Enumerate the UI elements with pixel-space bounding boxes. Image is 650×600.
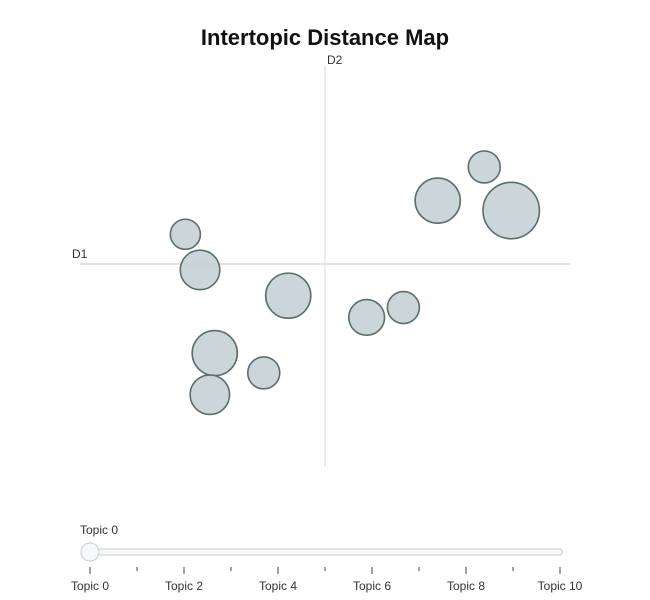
slider-tick-label[interactable]: Topic 2	[165, 579, 203, 593]
topic-bubble-8[interactable]: Topic 8	[414, 177, 462, 225]
slider-tick-label[interactable]: Topic 0	[71, 579, 109, 593]
topic-bubble-2[interactable]: Topic 2	[264, 272, 312, 320]
topic-bubble-10[interactable]: Topic 10	[482, 181, 541, 240]
slider-tick-label[interactable]: Topic 10	[538, 579, 583, 593]
y-axis-label: D2	[327, 53, 343, 67]
slider-ticks: Topic 0 Topic 2 Topic 4 Topic 6 Topic 8 Topic…	[71, 567, 583, 593]
topic-bubble-3[interactable]: Topic 3	[191, 329, 239, 377]
slider-tick-label[interactable]: Topic 6	[353, 579, 391, 593]
topic-bubble-7[interactable]: Topic 7	[386, 290, 421, 325]
slider-tick-label[interactable]: Topic 4	[259, 579, 297, 593]
topic-bubble-9[interactable]: Topic 9	[467, 150, 502, 184]
slider-current-label: Topic 0	[80, 523, 118, 537]
x-axis-label: D1	[72, 247, 88, 261]
topic-bubble-4[interactable]: Topic 4	[246, 356, 281, 390]
topic-bubble-5[interactable]: Topic 5	[189, 374, 231, 416]
slider-tick-label[interactable]: Topic 8	[447, 579, 485, 593]
chart-title: Intertopic Distance Map	[201, 25, 449, 50]
slider-handle[interactable]	[80, 542, 100, 562]
slider-track[interactable]	[87, 548, 563, 556]
axes: D1 D2	[72, 53, 570, 467]
topic-bubble-6[interactable]: Topic 6	[347, 298, 386, 337]
topic-bubble-0[interactable]: Topic 0	[169, 218, 202, 251]
topic-slider[interactable]: Topic 0 Topic 0 Topic 2 Topic 4 Topic 6 Topi…	[71, 523, 583, 593]
topic-bubble-1[interactable]: Topic 1	[179, 249, 221, 291]
